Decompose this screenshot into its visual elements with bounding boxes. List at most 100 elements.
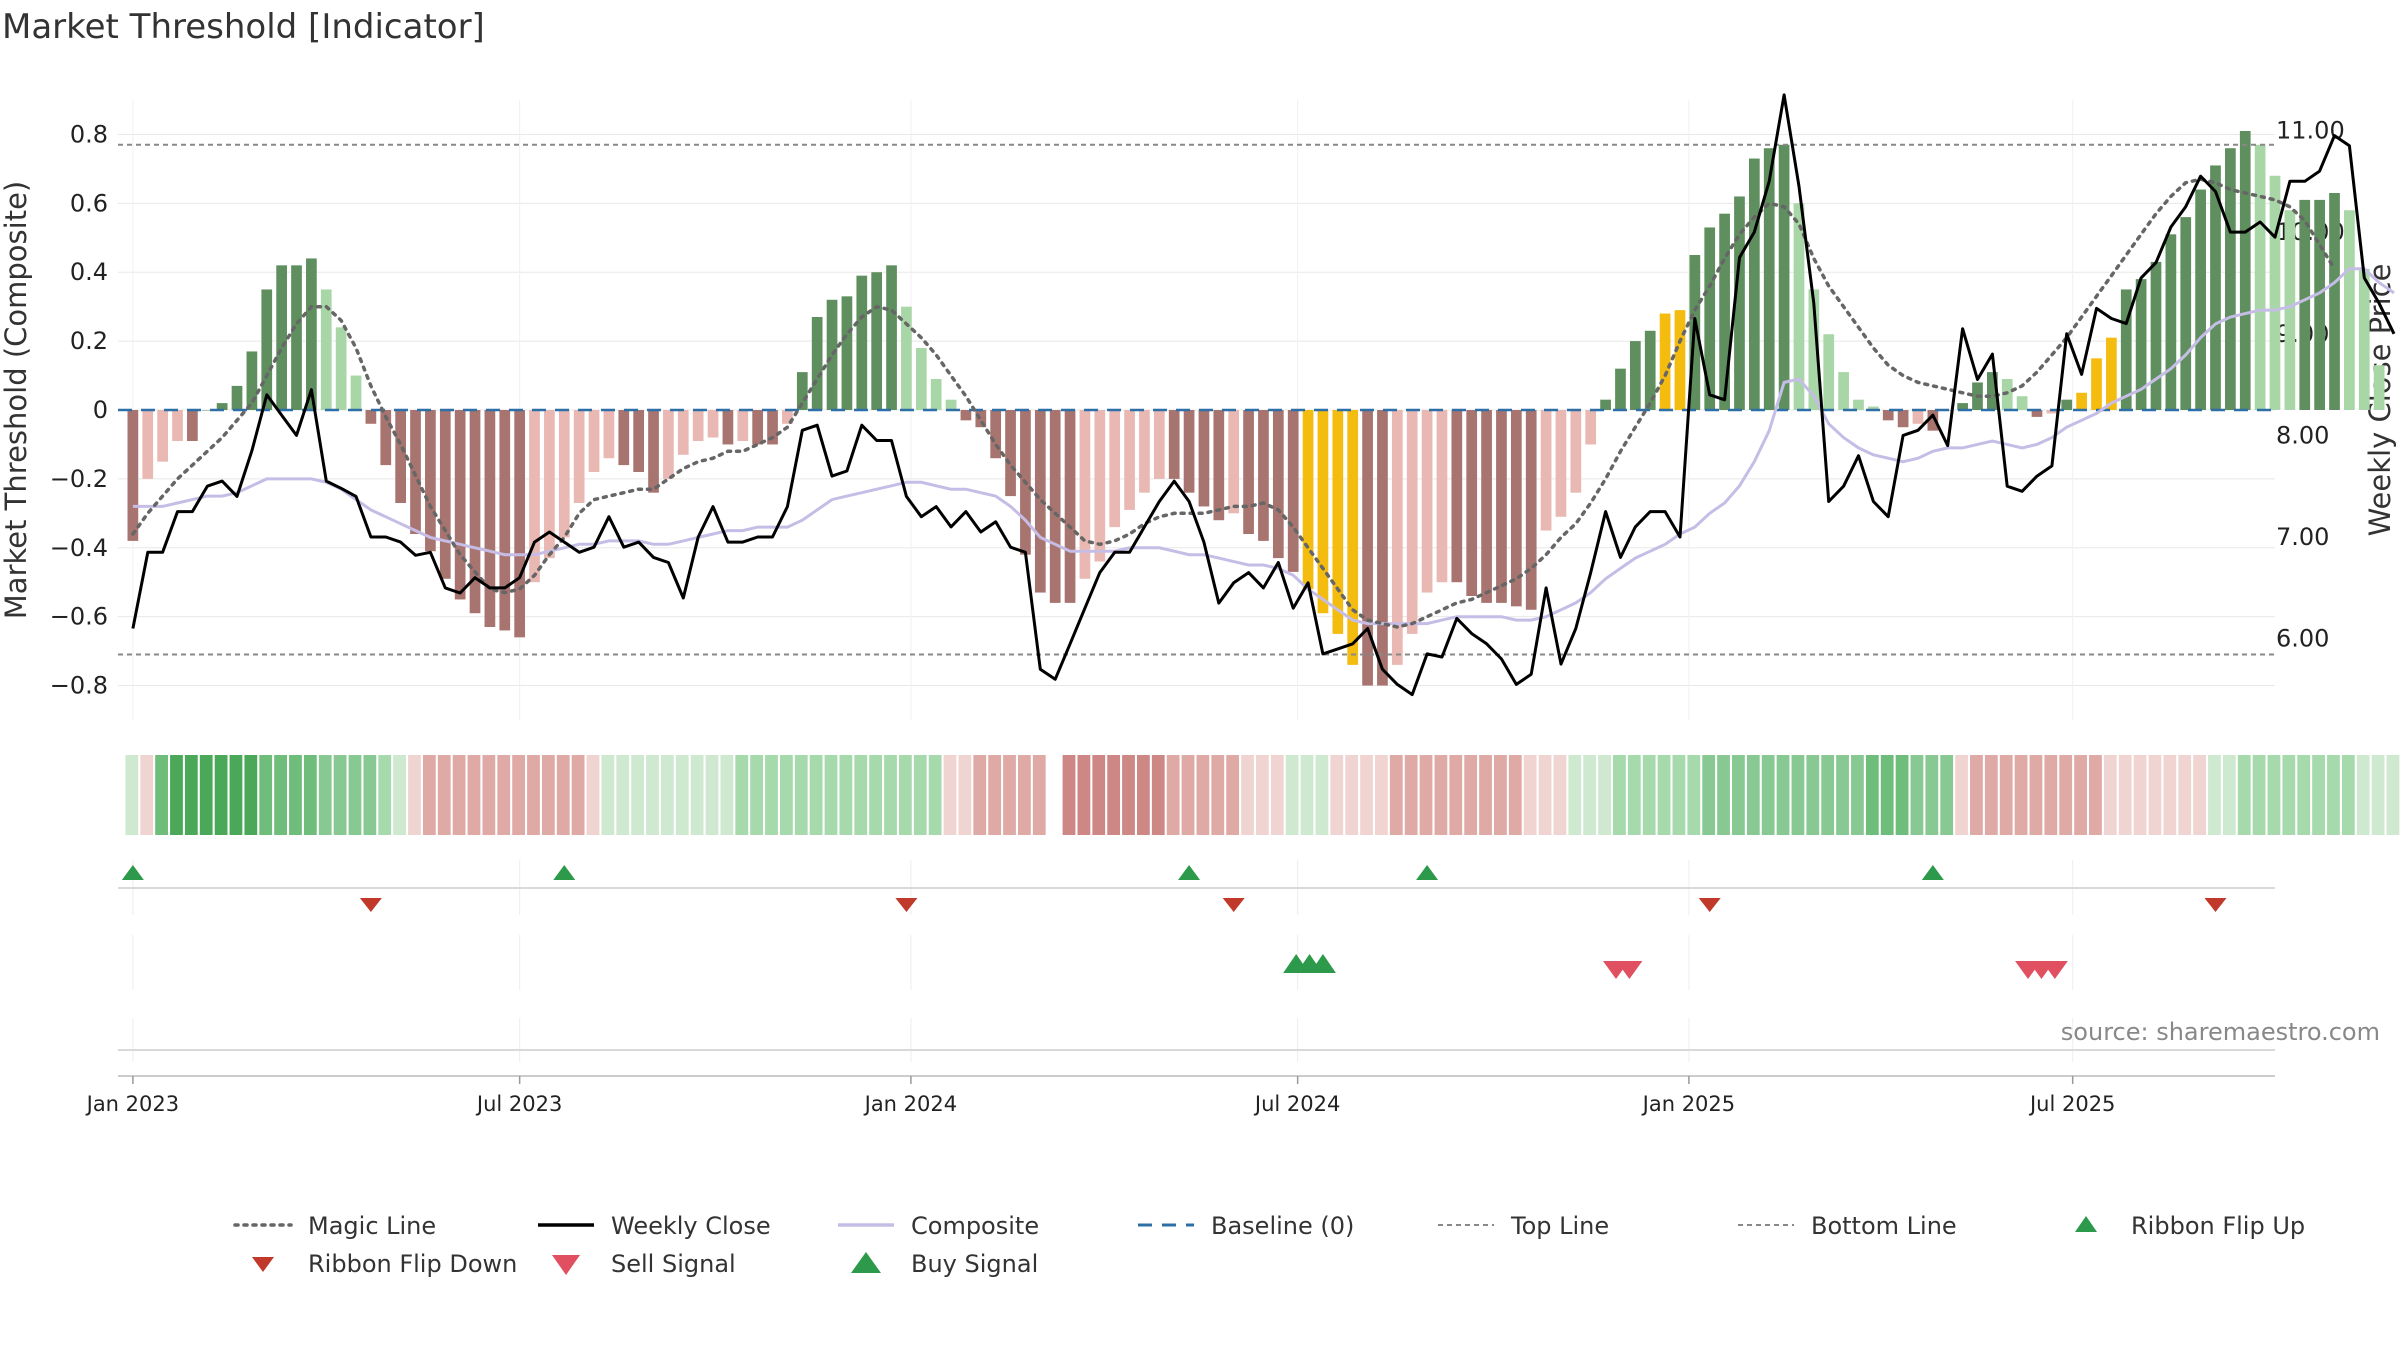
composite-bar: [588, 410, 600, 472]
composite-bar: [2344, 210, 2355, 410]
composite-bar: [291, 265, 302, 410]
ribbon-flip-down-marker: [359, 898, 382, 912]
ribbon-cell: [2133, 755, 2147, 835]
legend-item: Magic Line: [233, 1212, 436, 1240]
composite-bar: [544, 410, 555, 559]
composite-bar: [1272, 410, 1284, 559]
y2-tick-label: 8.00: [2276, 421, 2329, 449]
legend-swatch: [252, 1257, 274, 1272]
ribbon-cell: [1925, 755, 1939, 835]
ribbon-cell: [1032, 755, 1046, 835]
y-tick-label: 0: [93, 396, 108, 424]
ribbon-flip-up-marker: [553, 865, 576, 880]
composite-bar: [1258, 410, 1269, 541]
composite-bar: [856, 275, 868, 410]
ribbon-cell: [1360, 755, 1373, 835]
composite-bar: [2120, 289, 2132, 410]
legend-label: Weekly Close: [611, 1212, 771, 1240]
ribbon-cell: [1642, 755, 1656, 835]
ribbon-cell: [2118, 755, 2132, 835]
ribbon-cell: [1270, 755, 1284, 835]
ribbon-cell: [1627, 755, 1641, 835]
ribbon-cell: [333, 755, 347, 835]
composite-bar: [752, 410, 764, 445]
ribbon-cell: [928, 755, 942, 835]
ribbon-cell: [1613, 755, 1626, 835]
composite-bar: [1748, 158, 1760, 410]
legend-item: Baseline (0): [1138, 1212, 1354, 1240]
composite-bar: [1719, 213, 1730, 410]
composite-bar: [2195, 189, 2206, 410]
ribbon-cell: [214, 755, 228, 835]
composite-bar: [439, 410, 451, 579]
y-tick-label: 0.4: [70, 258, 108, 286]
composite-bar: [677, 410, 689, 455]
ribbon-cell: [705, 755, 719, 835]
composite-bar: [886, 265, 897, 410]
composite-bar: [1094, 410, 1106, 562]
legend: Magic Line Weekly Close Composite Baseline …: [233, 1212, 2305, 1278]
ribbon-cell: [1702, 755, 1716, 835]
composite-bar: [1124, 410, 1135, 510]
ribbon-cell: [1568, 755, 1582, 835]
y2-tick-label: 7.00: [2276, 523, 2329, 551]
ribbon-cell: [779, 755, 793, 835]
ribbon-cell: [2237, 755, 2251, 835]
composite-bar: [1466, 410, 1478, 596]
ribbon-cell: [1062, 755, 1076, 835]
composite-bar: [2091, 358, 2102, 410]
composite-bar: [2180, 217, 2192, 410]
composite-bar: [1823, 334, 1835, 410]
composite-bar: [1168, 410, 1180, 479]
ribbon-cell: [408, 755, 421, 835]
composite-bar: [320, 289, 332, 410]
composite-bar: [767, 410, 778, 445]
composite-bar: [1213, 410, 1225, 521]
composite-bar: [975, 410, 987, 428]
ribbon-cell: [2044, 755, 2058, 835]
composite-bar: [945, 399, 957, 410]
ribbon-cell: [601, 755, 615, 835]
ribbon-cell: [794, 755, 808, 835]
x-tick-label: Jul 2023: [475, 1092, 562, 1116]
composite-bar: [1957, 403, 1968, 410]
ribbon-cell: [2282, 755, 2296, 835]
composite-bar: [1912, 410, 1924, 424]
composite-bar: [1362, 410, 1373, 686]
composite-bar: [2269, 175, 2281, 410]
ribbon-cell: [2178, 755, 2192, 835]
ribbon-cell: [1136, 755, 1150, 835]
ribbon-flip-down-marker: [1222, 898, 1245, 912]
composite-bar: [796, 372, 808, 410]
ribbon-cell: [363, 755, 377, 835]
ribbon-cell: [170, 755, 183, 835]
composite-bar: [1600, 399, 1611, 410]
ribbon-cell: [1151, 755, 1165, 835]
magic-line: [131, 177, 2337, 629]
ribbon-cell: [1523, 755, 1537, 835]
composite-bar: [1049, 410, 1061, 603]
composite-bar: [187, 410, 198, 441]
composite-bar: [454, 410, 466, 600]
composite-bar: [1734, 196, 1745, 410]
ribbon-cell: [2208, 755, 2221, 835]
ribbon-cell: [1375, 755, 1388, 835]
ribbon-cell: [1761, 755, 1775, 835]
y-tick-label: 0.6: [70, 189, 108, 217]
ribbon-cell: [2103, 755, 2117, 835]
ribbon-flip-panel: [118, 860, 2275, 915]
composite-bar: [2373, 365, 2385, 410]
composite-bar: [1629, 341, 1641, 410]
x-tick-label: Jan 2025: [1641, 1092, 1736, 1116]
ribbon-cell: [1970, 755, 1983, 835]
composite-bar: [1109, 410, 1121, 528]
legend-item: Buy Signal: [851, 1250, 1038, 1278]
composite-bar: [2016, 396, 2028, 410]
ribbon-cell: [1256, 755, 1269, 835]
composite-bar: [2239, 131, 2251, 410]
x-tick-label: Jul 2025: [2028, 1092, 2115, 1116]
composite-bar: [1139, 410, 1150, 493]
ribbon-cell: [1910, 755, 1924, 835]
composite-bar: [1451, 410, 1463, 583]
